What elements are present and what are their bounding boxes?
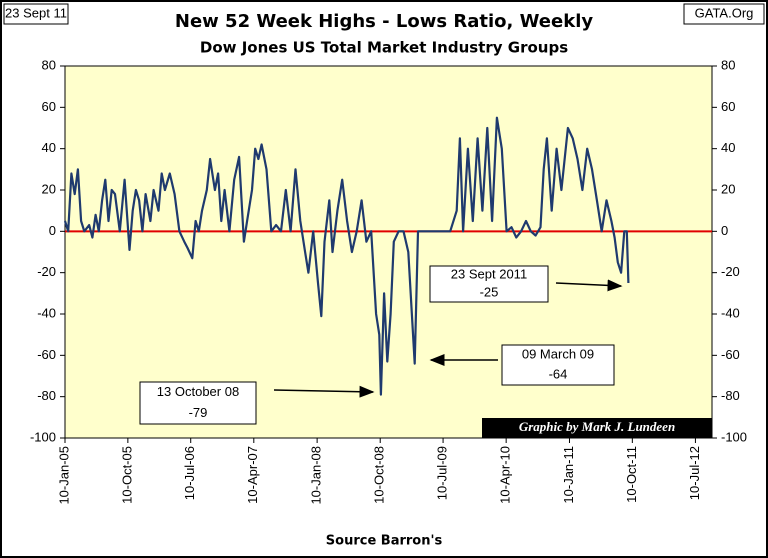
y-tick-label: 80 bbox=[42, 57, 56, 72]
y2-tick-label: -20 bbox=[721, 264, 740, 279]
y2-tick-label: 0 bbox=[721, 223, 728, 238]
credit: Graphic by Mark J. Lundeen bbox=[519, 419, 675, 434]
annotation-text: -64 bbox=[549, 366, 568, 381]
y-tick-label: 40 bbox=[42, 140, 56, 155]
y-tick-label: -20 bbox=[37, 264, 56, 279]
chart-subtitle: Dow Jones US Total Market Industry Group… bbox=[200, 39, 568, 57]
annotation-text: -79 bbox=[189, 405, 208, 420]
corner-box bbox=[683, 3, 765, 25]
y-tick-label: -60 bbox=[37, 347, 56, 362]
x-tick-label: 10-Oct-08 bbox=[372, 446, 387, 504]
x-tick-label: 10-Jan-08 bbox=[309, 446, 324, 505]
annotation-text: 13 October 08 bbox=[157, 384, 239, 399]
x-tick-label: 10-Jan-11 bbox=[561, 446, 576, 504]
y-tick-label: -40 bbox=[37, 305, 56, 320]
annotation-text: 09 March 09 bbox=[522, 346, 594, 361]
corner-box bbox=[3, 3, 69, 25]
y2-tick-label: 80 bbox=[721, 57, 735, 72]
x-tick-label: 10-Jan-05 bbox=[56, 446, 71, 505]
x-tick-label: 10-Apr-10 bbox=[498, 446, 513, 504]
y2-tick-label: -100 bbox=[721, 429, 747, 444]
y-tick-label: 20 bbox=[42, 181, 56, 196]
y2-tick-label: 60 bbox=[721, 99, 735, 114]
x-tick-label: 10-Oct-11 bbox=[624, 446, 639, 503]
data-line bbox=[63, 116, 630, 396]
credit-box bbox=[482, 418, 712, 438]
annotation-text: -25 bbox=[480, 284, 499, 299]
annotation-arrow bbox=[273, 385, 375, 398]
y-tick-label: 0 bbox=[49, 223, 56, 238]
y2-tick-label: -80 bbox=[721, 388, 740, 403]
x-tick-label: 10-Oct-05 bbox=[119, 446, 134, 504]
x-axis-label: Source Barron's bbox=[326, 534, 443, 549]
y2-tick-label: 40 bbox=[721, 140, 735, 155]
x-tick-label: 10-Jul-12 bbox=[687, 446, 702, 500]
annotation-box bbox=[429, 265, 549, 303]
annotation-text: 23 Sept 2011 bbox=[451, 266, 527, 281]
annotation-box bbox=[501, 344, 615, 386]
corner-right: GATA.Org bbox=[695, 5, 754, 20]
annotation-box bbox=[139, 381, 257, 425]
x-tick-label: 10-Jul-06 bbox=[182, 446, 197, 500]
x-tick-label: 10-Jul-09 bbox=[435, 446, 450, 500]
corner-left: 23 Sept 11 bbox=[5, 5, 67, 20]
chart-title: New 52 Week Highs - Lows Ratio, Weekly bbox=[175, 11, 593, 32]
y-tick-label: 60 bbox=[42, 99, 56, 114]
y2-tick-label: 20 bbox=[721, 181, 735, 196]
x-tick-label: 10-Apr-07 bbox=[245, 446, 260, 504]
annotation-arrow bbox=[555, 279, 623, 292]
y-tick-label: -80 bbox=[37, 388, 56, 403]
y-tick-label: -100 bbox=[30, 429, 56, 444]
y2-tick-label: -40 bbox=[721, 305, 740, 320]
y2-tick-label: -60 bbox=[721, 347, 740, 362]
